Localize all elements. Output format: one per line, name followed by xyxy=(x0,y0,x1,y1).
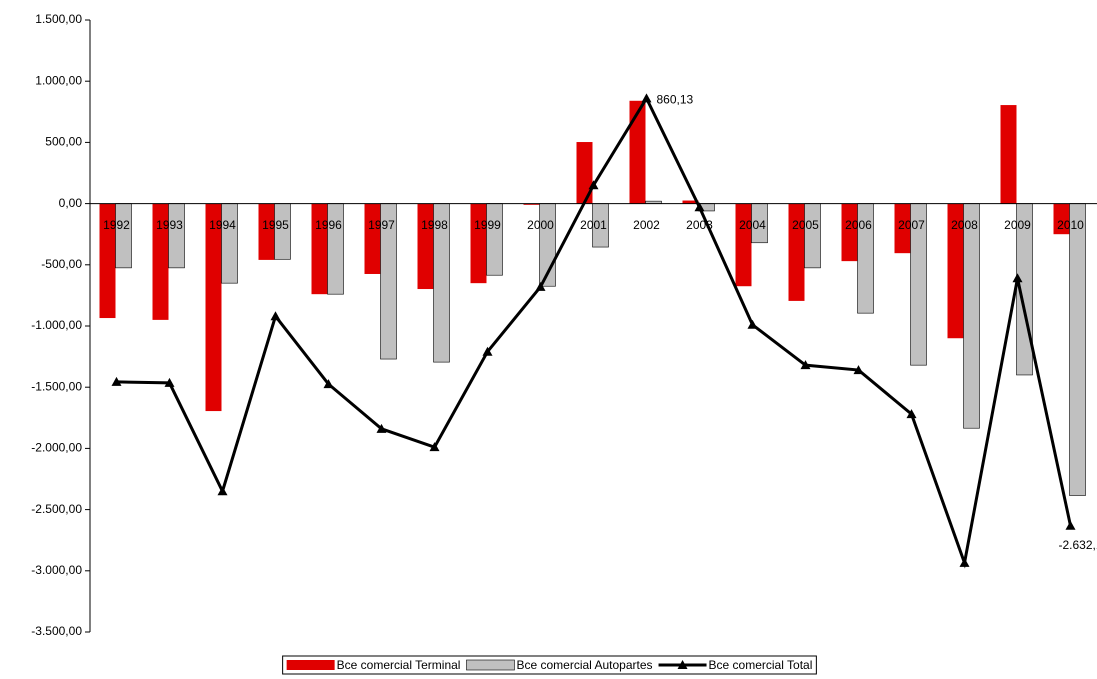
x-tick-label: 2005 xyxy=(792,218,819,232)
bar xyxy=(1053,203,1070,235)
bar xyxy=(152,203,169,320)
legend: Bce comercial Terminal Bce comercial Auto… xyxy=(286,658,813,672)
x-tick-label: 2007 xyxy=(898,218,925,232)
y-tick-label: -3.000,00 xyxy=(31,563,82,577)
data-label: -2.632,15 xyxy=(1059,538,1097,552)
marker xyxy=(588,180,599,190)
marker xyxy=(1065,520,1076,530)
marker xyxy=(164,377,175,387)
marker xyxy=(853,365,864,375)
x-tick-label: 2002 xyxy=(633,218,660,232)
x-tick-label: 2000 xyxy=(527,218,554,232)
marker xyxy=(694,202,705,212)
data-label: 860,13 xyxy=(657,92,694,106)
x-tick-label: 1995 xyxy=(262,218,289,232)
bar xyxy=(486,203,503,276)
x-tick-label: 1999 xyxy=(474,218,501,232)
bar xyxy=(417,203,434,290)
bar xyxy=(735,203,752,287)
x-tick-label: 1992 xyxy=(103,218,130,232)
x-tick-label: 1993 xyxy=(156,218,183,232)
marker xyxy=(535,281,546,291)
bar xyxy=(258,203,275,260)
legend-label: Bce comercial Autopartes xyxy=(516,658,652,672)
marker xyxy=(111,376,122,386)
legend-item: Bce comercial Autopartes xyxy=(466,658,653,672)
bar xyxy=(963,203,980,429)
legend-box xyxy=(282,655,817,675)
x-tick-label: 1994 xyxy=(209,218,236,232)
bar xyxy=(804,203,821,269)
bar xyxy=(841,203,858,262)
y-tick-label: 1.500,00 xyxy=(35,12,82,26)
bar xyxy=(221,203,238,284)
bar xyxy=(947,203,964,339)
x-tick-label: 1996 xyxy=(315,218,342,232)
bar xyxy=(364,203,381,274)
y-tick-label: 500,00 xyxy=(45,135,82,149)
bar xyxy=(1000,105,1017,204)
legend-label: Bce comercial Total xyxy=(709,658,813,672)
x-tick-label: 2008 xyxy=(951,218,978,232)
marker xyxy=(1012,273,1023,283)
y-tick-label: -3.500,00 xyxy=(31,624,82,638)
x-tick-label: 2009 xyxy=(1004,218,1031,232)
bar xyxy=(311,203,328,295)
x-tick-label: 1997 xyxy=(368,218,395,232)
marker xyxy=(906,409,917,419)
marker xyxy=(376,423,387,433)
marker xyxy=(429,442,440,452)
y-tick-label: 1.000,00 xyxy=(35,73,82,87)
legend-swatch xyxy=(286,660,335,670)
bar xyxy=(523,203,540,205)
bar xyxy=(99,203,116,319)
y-tick-label: -500,00 xyxy=(41,257,82,271)
marker xyxy=(747,319,758,329)
marker xyxy=(217,486,228,496)
bar xyxy=(682,200,699,204)
x-tick-label: 2006 xyxy=(845,218,872,232)
y-tick-label: -2.500,00 xyxy=(31,502,82,516)
x-tick-label: 2001 xyxy=(580,218,607,232)
y-tick-label: -1.500,00 xyxy=(31,379,82,393)
bar xyxy=(205,203,222,412)
bar xyxy=(470,203,487,284)
x-tick-label: 2004 xyxy=(739,218,766,232)
bar xyxy=(168,203,185,269)
y-tick-label: -2.000,00 xyxy=(31,441,82,455)
marker xyxy=(800,360,811,370)
x-tick-label: 1998 xyxy=(421,218,448,232)
bar xyxy=(894,203,911,254)
bar xyxy=(1069,203,1086,496)
x-tick-label: 2010 xyxy=(1057,218,1084,232)
legend-item: Bce comercial Terminal xyxy=(286,658,461,672)
marker xyxy=(270,311,281,321)
marker xyxy=(641,93,652,103)
y-tick-label: -1.000,00 xyxy=(31,318,82,332)
legend-marker xyxy=(677,660,688,669)
bar xyxy=(788,203,805,301)
marker xyxy=(482,346,493,356)
legend-swatch xyxy=(466,659,515,671)
marker xyxy=(959,557,970,567)
bar xyxy=(576,142,593,204)
line xyxy=(116,95,1072,569)
legend-item: Bce comercial Total xyxy=(658,658,813,672)
bar xyxy=(629,100,646,204)
y-tick-label: 0,00 xyxy=(59,196,83,210)
legend-label: Bce comercial Terminal xyxy=(337,658,461,672)
bar xyxy=(115,203,132,269)
marker xyxy=(323,379,334,389)
